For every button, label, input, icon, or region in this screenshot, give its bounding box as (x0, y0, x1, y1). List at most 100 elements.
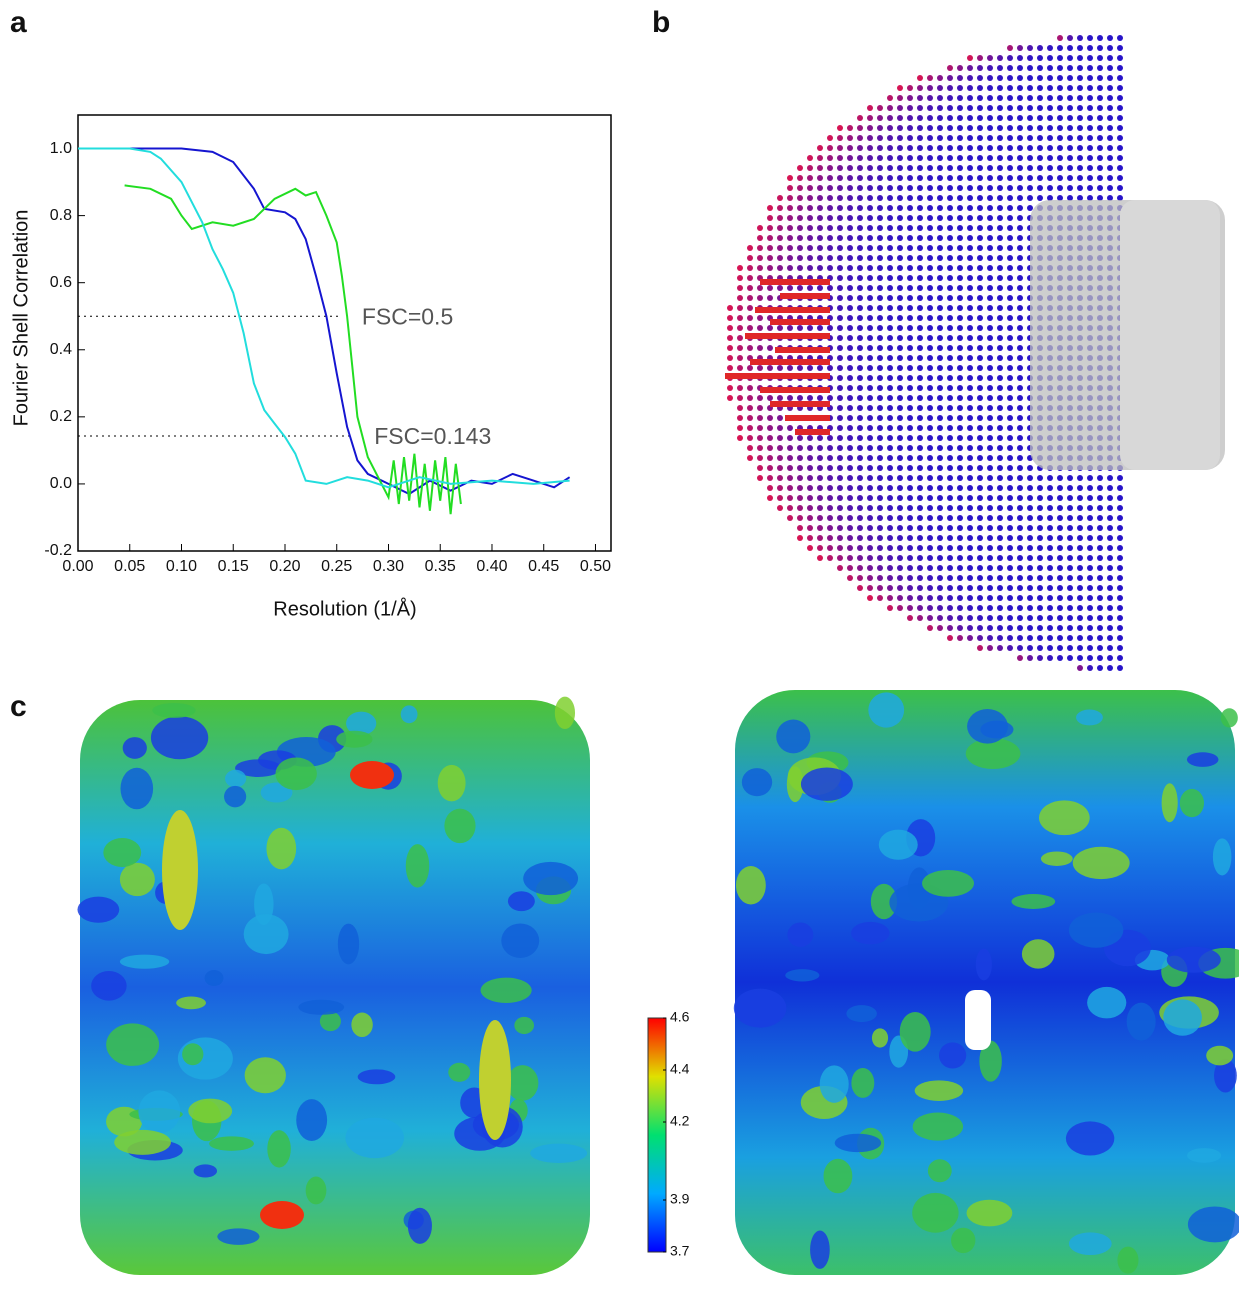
view-dot (947, 465, 953, 471)
view-dot (967, 465, 973, 471)
view-dot (1007, 395, 1013, 401)
view-dot (1007, 165, 1013, 171)
view-dot (1047, 85, 1053, 91)
view-dot (917, 335, 923, 341)
view-dot (937, 515, 943, 521)
view-dot (937, 465, 943, 471)
view-dot (857, 535, 863, 541)
view-dot (897, 165, 903, 171)
density-blob (350, 761, 394, 789)
view-dot (1037, 645, 1043, 651)
view-dot (1117, 45, 1123, 51)
view-dot (1007, 45, 1013, 51)
view-dot (817, 475, 823, 481)
view-dot (837, 155, 843, 161)
view-dot (1047, 195, 1053, 201)
view-dot (767, 395, 773, 401)
view-dot (977, 55, 983, 61)
view-dot (837, 345, 843, 351)
view-dot (737, 345, 743, 351)
view-dot (907, 605, 913, 611)
view-dot (977, 305, 983, 311)
view-dot (957, 525, 963, 531)
view-dot (787, 245, 793, 251)
view-dot (867, 415, 873, 421)
density-blob (298, 999, 345, 1015)
threshold-label: FSC=0.143 (374, 423, 491, 449)
view-dot (907, 135, 913, 141)
view-dot (977, 375, 983, 381)
view-dot (737, 335, 743, 341)
view-dot (1017, 385, 1023, 391)
view-dot (1107, 35, 1113, 41)
view-dot (887, 235, 893, 241)
view-bar (725, 373, 830, 379)
view-dot (737, 265, 743, 271)
view-dot (857, 365, 863, 371)
view-dot (997, 305, 1003, 311)
view-dot (837, 275, 843, 281)
view-dot (817, 255, 823, 261)
view-dot (957, 165, 963, 171)
view-dot (997, 95, 1003, 101)
view-dot (907, 385, 913, 391)
view-dot (1037, 115, 1043, 121)
view-dot (1107, 165, 1113, 171)
view-dot (1007, 635, 1013, 641)
view-dot (1067, 595, 1073, 601)
view-dot (887, 265, 893, 271)
view-dot (927, 575, 933, 581)
view-dot (1117, 495, 1123, 501)
view-dot (1037, 135, 1043, 141)
view-dot (1067, 155, 1073, 161)
view-dot (967, 145, 973, 151)
view-dot (837, 185, 843, 191)
view-dot (917, 125, 923, 131)
view-dot (1117, 155, 1123, 161)
view-dot (957, 175, 963, 181)
view-dot (827, 225, 833, 231)
view-dot (1097, 575, 1103, 581)
view-dot (977, 615, 983, 621)
view-dot (1117, 175, 1123, 181)
view-dot (957, 635, 963, 641)
view-dot (987, 525, 993, 531)
view-dot (797, 435, 803, 441)
view-dot (917, 155, 923, 161)
view-dot (867, 365, 873, 371)
view-dot (1047, 595, 1053, 601)
fsc-curve (78, 147, 570, 489)
view-dot (807, 365, 813, 371)
view-dot (857, 415, 863, 421)
view-dot (987, 635, 993, 641)
view-dot (817, 165, 823, 171)
view-dot (797, 495, 803, 501)
view-dot (1067, 135, 1073, 141)
view-dot (887, 305, 893, 311)
view-dot (887, 405, 893, 411)
view-dot (857, 225, 863, 231)
view-dot (1017, 485, 1023, 491)
view-dot (727, 315, 733, 321)
view-dot (1017, 365, 1023, 371)
view-dot (757, 365, 763, 371)
view-dot (997, 295, 1003, 301)
view-dot (767, 435, 773, 441)
view-dot (897, 225, 903, 231)
view-dot (997, 115, 1003, 121)
view-dot (927, 455, 933, 461)
view-dot (1077, 585, 1083, 591)
view-dot (987, 575, 993, 581)
view-dot (867, 485, 873, 491)
view-dot (897, 595, 903, 601)
view-dot (937, 595, 943, 601)
view-dot (1097, 75, 1103, 81)
view-dot (917, 285, 923, 291)
view-dot (1087, 595, 1093, 601)
view-dot (947, 575, 953, 581)
view-dot (997, 175, 1003, 181)
view-dot (847, 305, 853, 311)
view-dot (987, 75, 993, 81)
view-dot (727, 345, 733, 351)
view-dot (947, 155, 953, 161)
